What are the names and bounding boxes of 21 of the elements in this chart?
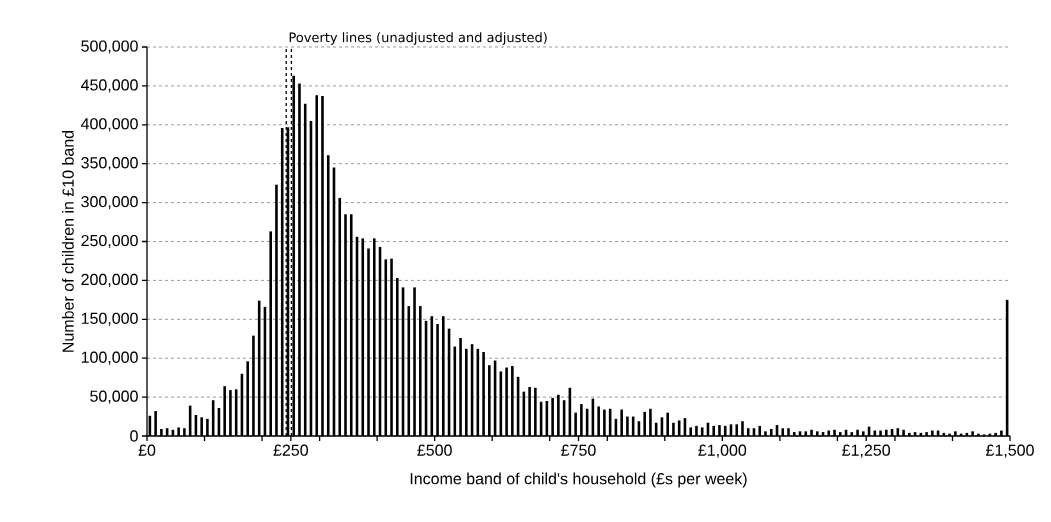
y-axis-title: Number of children in £10 band <box>62 130 74 352</box>
y-tick-label: 200,000 <box>81 273 138 287</box>
y-tick-label: 500,000 <box>81 40 138 54</box>
y-tick-label: 400,000 <box>80 118 138 132</box>
x-axis-title: Income band of child's household (£s per week) <box>410 472 747 488</box>
y-tick-label: 450,000 <box>80 79 138 93</box>
x-tick-label: £250 <box>273 444 308 456</box>
x-tick-label: £1,500 <box>986 444 1034 458</box>
y-tick-label: 250,000 <box>81 234 138 249</box>
y-tick-label: 0 <box>130 430 138 442</box>
x-tick-label: £0 <box>138 444 156 456</box>
x-tick-label: £1,250 <box>842 444 891 458</box>
ref-line-label: Poverty lines (unadjusted and adjusted) <box>289 32 547 45</box>
x-tick-label: £750 <box>561 444 596 456</box>
x-tick-label: £1,000 <box>698 444 747 458</box>
y-tick-label: 100,000 <box>81 351 138 365</box>
x-tick-label: £500 <box>417 444 452 456</box>
y-tick-label: 50,000 <box>90 390 138 404</box>
y-tick-label: 300,000 <box>81 195 138 210</box>
y-tick-label: 350,000 <box>81 157 138 171</box>
y-tick-label: 150,000 <box>81 312 138 326</box>
